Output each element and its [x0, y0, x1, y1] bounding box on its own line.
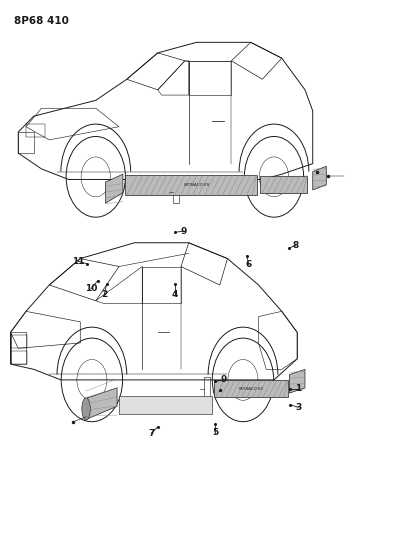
Text: MONACO ES: MONACO ES: [184, 183, 209, 187]
Polygon shape: [105, 174, 123, 203]
Text: 4: 4: [172, 290, 178, 299]
Bar: [119, 395, 212, 414]
Text: 8P68 410: 8P68 410: [15, 16, 69, 26]
Text: 1: 1: [295, 384, 301, 393]
Text: MONACO ES: MONACO ES: [239, 387, 263, 391]
Polygon shape: [86, 388, 117, 419]
Bar: [11, 351, 27, 364]
Text: 5: 5: [212, 428, 218, 437]
Text: 9: 9: [220, 375, 227, 384]
Bar: [173, 180, 179, 203]
Bar: [26, 124, 46, 138]
Text: 11: 11: [72, 257, 84, 266]
Text: 3: 3: [295, 403, 301, 412]
Polygon shape: [313, 166, 326, 190]
Polygon shape: [290, 369, 305, 393]
Text: 9: 9: [181, 227, 187, 236]
Text: 2: 2: [101, 290, 107, 299]
Ellipse shape: [82, 398, 90, 420]
Bar: [214, 381, 288, 397]
Bar: [11, 335, 27, 348]
Text: 7: 7: [148, 429, 154, 438]
Text: 10: 10: [85, 284, 97, 293]
Bar: [125, 175, 257, 195]
Text: 8: 8: [292, 241, 298, 250]
Text: 6: 6: [246, 261, 252, 269]
Bar: [204, 377, 210, 401]
Bar: [261, 176, 307, 192]
